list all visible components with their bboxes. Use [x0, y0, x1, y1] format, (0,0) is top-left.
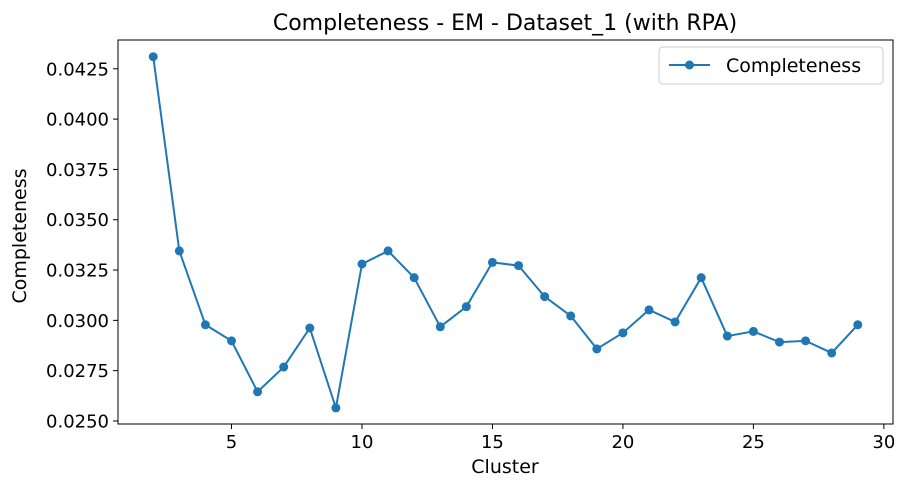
x-axis-label: Cluster	[471, 456, 539, 478]
y-axis-label: Completeness	[9, 168, 31, 303]
data-point	[827, 348, 837, 358]
y-tick-label: 0.0275	[46, 361, 109, 382]
legend-marker	[685, 60, 694, 70]
data-point	[461, 302, 471, 312]
legend: Completeness	[658, 46, 884, 85]
data-point	[227, 336, 237, 346]
data-point	[644, 305, 654, 315]
data-point	[748, 326, 758, 336]
data-point	[305, 323, 315, 333]
data-point	[487, 257, 497, 267]
x-tick-label: 30	[872, 432, 895, 453]
legend-frame	[658, 46, 884, 85]
chart-title: Completeness - EM - Dataset_1 (with RPA)	[273, 11, 737, 36]
data-point	[801, 336, 811, 346]
data-point	[670, 317, 680, 327]
data-point	[592, 344, 602, 354]
data-point	[540, 292, 550, 302]
plot-area	[117, 39, 894, 425]
y-tick-label: 0.0350	[46, 210, 109, 231]
data-point	[853, 320, 863, 330]
y-tick-label: 0.0250	[46, 411, 109, 432]
data-point	[357, 259, 367, 269]
y-axis: 0.0250 0.0275 0.0300 0.0325 0.0350 0.0375 0.04…	[46, 59, 118, 432]
data-point	[514, 261, 524, 271]
data-point	[566, 311, 576, 321]
data-point	[200, 320, 210, 330]
data-point	[383, 246, 393, 256]
data-point	[409, 273, 419, 283]
data-point	[331, 403, 341, 413]
data-point	[174, 246, 184, 256]
data-point	[253, 387, 263, 397]
data-point	[722, 331, 732, 341]
y-tick-label: 0.0300	[46, 311, 109, 332]
y-tick-label: 0.0425	[46, 59, 109, 80]
axes-frame	[117, 39, 894, 425]
series-completeness	[148, 52, 863, 413]
y-tick-label: 0.0400	[46, 110, 109, 131]
series-line	[152, 55, 859, 409]
legend-label: Completeness	[726, 55, 861, 77]
x-tick-label: 5	[226, 432, 237, 453]
x-tick-label: 10	[351, 432, 374, 453]
x-tick-label: 15	[481, 432, 504, 453]
data-point	[279, 362, 289, 372]
data-point	[435, 322, 445, 332]
x-tick-label: 20	[611, 432, 634, 453]
data-point	[148, 52, 158, 62]
data-point	[618, 328, 628, 338]
y-tick-label: 0.0375	[46, 160, 109, 181]
x-tick-label: 25	[742, 432, 765, 453]
data-point	[774, 337, 784, 347]
y-tick-label: 0.0325	[46, 261, 109, 282]
data-point	[696, 273, 706, 283]
x-axis: 5 10 15 20 25 30	[226, 424, 895, 453]
